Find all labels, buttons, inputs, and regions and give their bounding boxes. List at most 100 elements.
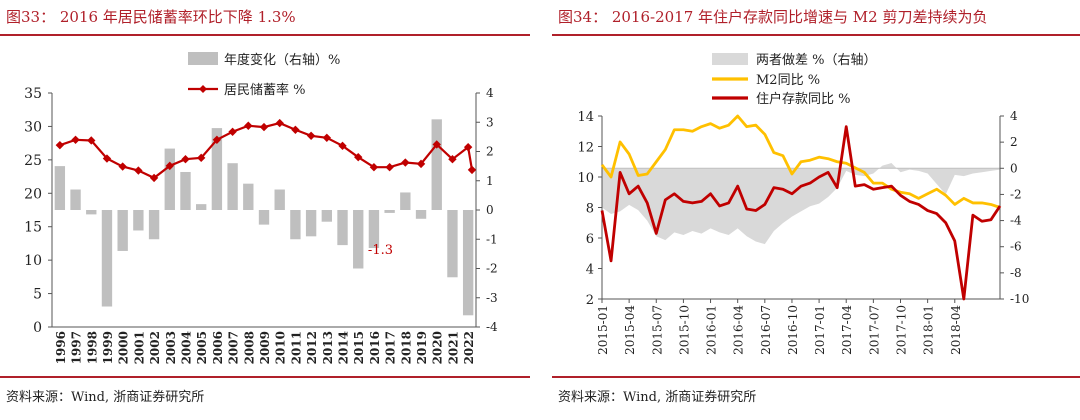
change-bar: [305, 210, 317, 237]
change-bar: [164, 148, 175, 210]
change-bar: [368, 210, 380, 249]
savings-rate-marker: [385, 163, 394, 172]
savings-rate-marker: [181, 154, 190, 164]
savings-rate-marker: [416, 159, 426, 169]
left-y-tick-label: 4: [586, 263, 594, 278]
savings-rate-marker: [212, 135, 222, 144]
x-tick-label: 2015: [352, 331, 366, 364]
left-title-rule: [0, 34, 530, 36]
legend-bar-label: 年度变化（右轴）%: [224, 52, 340, 68]
x-tick-label: 2020: [431, 331, 445, 364]
left-y-tick-label: 25: [24, 153, 42, 169]
m2-yoy-line: [600, 114, 1001, 209]
change-bar: [462, 210, 474, 316]
change-bar: [148, 210, 160, 240]
change-bar: [86, 210, 97, 215]
savings-rate-marker: [228, 127, 237, 136]
x-tick-label: 2015-07: [650, 305, 664, 355]
left-y-tick-label: 10: [577, 171, 594, 186]
savings-rate-marker: [87, 136, 96, 145]
x-tick-label: 2016-07: [759, 305, 773, 355]
legend-area-swatch: [712, 53, 748, 65]
left-source-rule: [0, 376, 530, 378]
right-y-tick-label: 4: [1010, 109, 1018, 123]
change-bar: [400, 192, 411, 210]
annotation-label: -1.3: [368, 243, 393, 258]
left-y-tick-label: 15: [24, 220, 42, 236]
right-y-tick-label: 0: [1010, 161, 1018, 175]
change-bar: [384, 210, 395, 213]
right-chart: 2 4 6 8 10 12 14 -10 -8 -6 -4 -2 0 2 4 2015-01 2015-04 20…: [577, 53, 1029, 355]
change-bar: [321, 210, 332, 222]
x-tick-label: 2018-04: [949, 305, 963, 355]
x-tick-label: 2016-01: [705, 305, 719, 355]
x-tick-label: 2006: [211, 331, 225, 364]
change-bar: [353, 210, 364, 269]
x-tick-label: 2021: [446, 331, 460, 364]
left-y-tick-label: 35: [24, 86, 42, 102]
change-bar: [227, 163, 238, 210]
right-y-tick-label: 2: [486, 145, 494, 159]
savings-rate-marker: [71, 135, 80, 144]
legend-deposit-label: 住户存款同比 %: [756, 91, 851, 107]
savings-rate-marker: [369, 163, 379, 172]
savings-rate-marker: [463, 142, 473, 152]
savings-rate-marker: [338, 141, 347, 151]
change-bar: [133, 210, 144, 231]
change-bar: [101, 210, 113, 307]
x-tick-label: 1997: [70, 331, 84, 364]
savings-rate-line: [59, 121, 474, 180]
savings-rate-marker: [275, 118, 284, 128]
savings-rate-marker: [401, 158, 410, 167]
savings-rate-marker: [322, 133, 332, 142]
savings-rate-marker: [244, 121, 253, 130]
change-bar: [274, 189, 285, 210]
x-tick-label: 1998: [85, 331, 99, 364]
savings-rate-marker: [259, 122, 269, 132]
x-tick-label: 2001: [132, 331, 146, 364]
x-tick-label: 2017-10: [895, 305, 909, 355]
savings-rate-marker: [55, 140, 65, 150]
savings-rate-marker: [291, 125, 300, 134]
left-y-tick-label: 5: [33, 287, 42, 303]
right-y-tick-label: 0: [486, 203, 494, 217]
change-bar: [180, 171, 191, 210]
savings-rate-marker: [354, 152, 363, 162]
legend-m2-label: M2同比 %: [756, 73, 820, 88]
savings-rate-marker: [467, 165, 477, 175]
x-tick-label: 2005: [195, 331, 209, 364]
change-bar: [196, 204, 207, 210]
x-tick-label: 2011: [289, 331, 303, 364]
x-tick-label: 2017-01: [813, 305, 827, 355]
savings-rate-marker: [432, 140, 441, 149]
change-bar: [211, 128, 223, 210]
right-y-tick-label: 4: [486, 86, 494, 100]
left-y-tick-label: 0: [33, 320, 42, 336]
x-tick-label: 2018: [399, 331, 413, 364]
legend-line-marker: [199, 85, 207, 93]
left-chart-title: 图33： 2016 年居民储蓄率环比下降 1.3%: [6, 8, 296, 26]
change-bar: [70, 189, 81, 210]
savings-rate-marker: [165, 161, 174, 171]
right-y-tick-label: 1: [486, 174, 494, 188]
change-bar: [117, 210, 128, 251]
x-tick-label: 2016-04: [732, 305, 746, 355]
x-tick-label: 1999: [101, 331, 115, 364]
left-y-tick-label: 8: [586, 202, 594, 217]
right-y-tick-label: -4: [486, 320, 498, 334]
x-tick-label: 2017-07: [867, 305, 881, 355]
x-tick-label: 2012: [305, 331, 319, 364]
left-y-tick-label: 12: [577, 141, 594, 156]
savings-rate-marker: [134, 166, 143, 175]
right-y-tick-label: -3: [486, 291, 498, 305]
x-tick-label: 2015-04: [623, 305, 637, 355]
legend-line-label: 居民储蓄率 %: [224, 82, 306, 98]
savings-rate-marker: [448, 154, 457, 164]
x-tick-label: 2017-04: [840, 305, 854, 355]
change-bar: [431, 119, 442, 210]
right-y-tick-label: 2: [1010, 135, 1018, 149]
x-tick-label: 2013: [321, 331, 335, 364]
savings-rate-marker: [306, 131, 316, 140]
x-tick-label: 2016-10: [786, 305, 800, 355]
change-bar: [258, 210, 270, 225]
